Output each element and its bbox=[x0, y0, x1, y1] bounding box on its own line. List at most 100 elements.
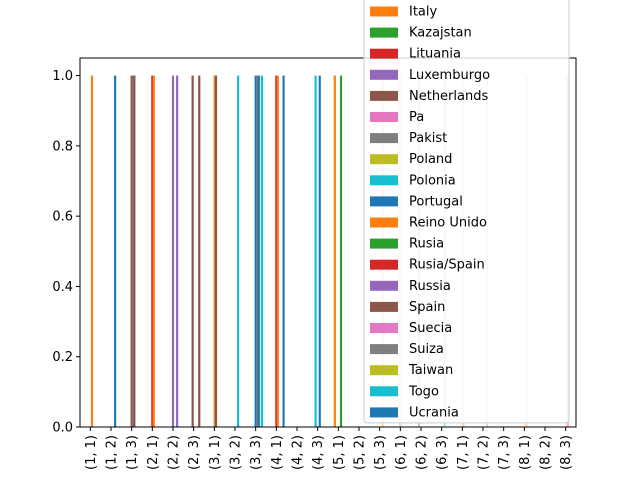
bar bbox=[339, 75, 343, 428]
y-tick-label: 0.2 bbox=[52, 350, 73, 365]
x-tick-label: (4, 1) bbox=[270, 435, 285, 470]
bar bbox=[191, 75, 194, 428]
x-tick-label: (7, 1) bbox=[456, 435, 471, 470]
legend-label: Suiza bbox=[409, 342, 444, 357]
legend-swatch bbox=[370, 217, 398, 228]
bar bbox=[133, 75, 136, 428]
legend-swatch bbox=[370, 48, 398, 59]
bar bbox=[198, 75, 201, 428]
x-tick-label: (5, 1) bbox=[332, 435, 347, 470]
x-tick-label: (8, 2) bbox=[539, 435, 554, 470]
legend-swatch bbox=[370, 90, 398, 101]
legend-label: Spain bbox=[409, 300, 445, 315]
bar bbox=[237, 75, 240, 428]
x-tick-label: (5, 2) bbox=[353, 435, 368, 470]
legend-label: Russia bbox=[409, 279, 451, 294]
x-tick-label: (7, 3) bbox=[497, 435, 512, 470]
legend-swatch bbox=[370, 196, 398, 207]
legend-swatch bbox=[370, 69, 398, 80]
y-tick-label: 0.8 bbox=[52, 139, 73, 154]
x-tick-label: (3, 3) bbox=[249, 435, 264, 470]
y-tick-label: 0.6 bbox=[52, 210, 73, 225]
bar bbox=[171, 75, 175, 428]
legend-label: Taiwan bbox=[408, 363, 453, 378]
legend-label: Reino Unido bbox=[409, 216, 487, 231]
legend-label: Luxemburgo bbox=[409, 68, 490, 83]
bar bbox=[276, 75, 279, 428]
legend-box bbox=[363, 0, 570, 424]
legend-swatch bbox=[370, 365, 398, 376]
legend-label: Kazajstan bbox=[409, 26, 472, 41]
y-tick-label: 1.0 bbox=[52, 69, 73, 84]
legend-label: Rusia/Spain bbox=[409, 258, 485, 273]
bar bbox=[130, 75, 133, 428]
plot-frame bbox=[79, 57, 577, 428]
x-tick-label: (1, 3) bbox=[125, 435, 140, 470]
x-axis: (1, 1) (1, 2) (1, 3) (2, 1) (2, 2) (2, 3) (3, … bbox=[84, 427, 574, 470]
legend-label: Poland bbox=[409, 152, 452, 167]
legend-swatch bbox=[370, 154, 398, 165]
x-tick-label: (5, 3) bbox=[373, 435, 388, 470]
legend-swatch bbox=[370, 112, 398, 122]
bar bbox=[114, 75, 117, 428]
x-tick-label: (6, 2) bbox=[415, 435, 430, 470]
x-tick-label: (2, 2) bbox=[167, 435, 182, 470]
bar bbox=[318, 75, 321, 428]
bar bbox=[257, 75, 260, 428]
x-tick-label: (6, 3) bbox=[435, 435, 450, 470]
bar bbox=[214, 75, 218, 428]
bar bbox=[254, 75, 257, 428]
y-tick-label: 0.0 bbox=[52, 421, 73, 436]
y-tick-label: 0.4 bbox=[52, 280, 73, 295]
legend-label: Lituania bbox=[409, 47, 461, 62]
legend-swatch bbox=[370, 301, 398, 312]
x-tick-label: (3, 1) bbox=[208, 435, 223, 470]
x-tick-label: (8, 1) bbox=[518, 435, 533, 470]
legend-label: Pa bbox=[409, 110, 424, 125]
legend-swatch bbox=[370, 386, 398, 397]
x-tick-label: (2, 3) bbox=[187, 435, 202, 470]
legend-label: Italy bbox=[409, 5, 438, 20]
x-tick-label: (7, 2) bbox=[477, 435, 492, 470]
legend-swatch bbox=[370, 259, 398, 270]
legend-label: Togo bbox=[408, 384, 439, 399]
legend-swatch bbox=[370, 323, 398, 333]
y-axis: 0.0 0.2 0.4 0.6 0.8 1.0 bbox=[52, 69, 80, 436]
legend-label: Pakist bbox=[409, 131, 447, 146]
x-tick-label: (4, 3) bbox=[311, 435, 326, 470]
bar bbox=[275, 75, 278, 428]
bar bbox=[256, 75, 259, 428]
bar bbox=[213, 75, 216, 428]
legend-label: Suecia bbox=[409, 321, 452, 336]
bar bbox=[132, 75, 135, 428]
legend-swatch bbox=[370, 175, 398, 186]
legend-swatch bbox=[370, 344, 398, 355]
legend-label: Polonia bbox=[409, 173, 456, 188]
legend-swatch bbox=[370, 133, 398, 144]
bar bbox=[152, 75, 155, 428]
legend-label: Portugal bbox=[409, 194, 463, 209]
legend: Italy Kazajstan Lituania Luxemburgo Netherla… bbox=[363, 0, 570, 424]
x-tick-label: (1, 1) bbox=[84, 435, 99, 470]
x-tick-label: (3, 2) bbox=[229, 435, 244, 470]
legend-swatch bbox=[370, 6, 398, 17]
legend-swatch bbox=[370, 27, 398, 38]
legend-swatch bbox=[370, 280, 398, 291]
x-tick-label: (1, 2) bbox=[105, 435, 120, 470]
legend-label: Rusia bbox=[409, 237, 444, 252]
x-tick-label: (2, 1) bbox=[146, 435, 161, 470]
x-tick-label: (4, 2) bbox=[291, 435, 306, 470]
bar bbox=[282, 75, 285, 428]
bar bbox=[90, 75, 94, 428]
legend-label: Ucrania bbox=[409, 405, 459, 420]
bar bbox=[260, 75, 263, 428]
x-tick-label: (6, 1) bbox=[394, 435, 409, 470]
bar bbox=[314, 75, 317, 428]
legend-label: Netherlands bbox=[409, 89, 488, 104]
bar bbox=[333, 75, 336, 428]
bar bbox=[176, 75, 179, 428]
x-tick-label: (8, 3) bbox=[559, 435, 574, 470]
legend-swatch bbox=[370, 238, 398, 249]
